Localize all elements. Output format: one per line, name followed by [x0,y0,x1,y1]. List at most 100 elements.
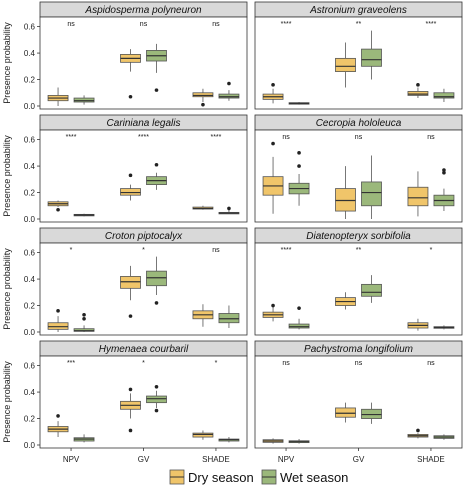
box-dry [192,88,214,107]
panel-frame [254,129,463,223]
outlier-point [271,83,275,87]
outlier-point [271,141,275,146]
significance-label: **** [138,134,149,141]
box-dry [192,205,214,210]
y-tick-label: 0.2 [24,415,36,424]
y-tick-label: 0.2 [24,76,36,85]
box-dry [407,428,429,439]
box-body [407,186,429,207]
y-tick-label: 0.2 [24,302,36,311]
outlier-point [271,303,275,308]
outlier-point [128,314,133,318]
box-wet [218,206,240,215]
significance-label: ns [212,247,220,254]
legend-label-wet: Wet season [280,470,348,485]
significance-label: ns [427,134,435,141]
box-wet [433,325,455,330]
box-body [146,395,167,404]
box-dry [120,265,141,318]
box-body [407,91,429,96]
significance-label: *** [67,360,75,367]
y-tick-label: 0.0 [24,441,36,450]
box-body [218,93,240,99]
box-wet [433,434,455,440]
box-body [288,323,310,329]
box-wet [73,213,95,217]
outlier-point [442,170,446,175]
y-tick-label: 0.4 [24,275,36,284]
panel-3: Cecropia hololeuca ns ns ns [254,114,463,223]
y-axis-label: Presence probability [2,135,12,217]
significance-label: * [430,247,433,254]
box-wet [146,384,167,413]
x-category-label: NPV [63,455,80,464]
y-tick-label: 0.6 [24,362,36,371]
y-axis-label: Presence probability [2,248,12,330]
outlier-point [416,83,420,87]
box-wet [288,439,310,444]
significance-label: ns [427,360,435,367]
x-category-label: NPV [278,455,295,464]
outlier-point [416,428,420,433]
panel-title: Croton piptocalyx [105,231,183,242]
box-body [192,92,214,98]
box-body [120,276,141,289]
legend: Dry season Wet season [169,469,348,485]
significance-label: **** [281,21,292,28]
panel-frame [39,16,248,110]
y-tick-label: 0.4 [24,162,36,171]
outlier-point [82,313,86,317]
panel-frame [39,129,248,223]
box-body [47,322,69,330]
box-dry [192,304,214,327]
significance-label: **** [425,21,436,28]
outlier-point [82,316,86,321]
box-dry [120,387,141,433]
outlier-point [128,428,133,433]
outlier-point [154,408,159,413]
box-wet [288,306,310,330]
panel-6: Hymenaea courbaril 0.0 0.2 0.4 0.6 *** NPV * GV *… [24,340,248,464]
box-dry [335,292,356,310]
panel-7: Pachystroma longifolium ns NPV ns GV ns SHADE [254,340,463,464]
box-wet [361,30,382,80]
outlier-point [128,94,133,99]
panel-0: Aspidosperma polyneuron 0.0 0.2 0.4 0.6 ns ns n… [24,1,248,111]
outlier-point [297,164,301,168]
outlier-point [442,168,446,172]
outlier-point [154,384,159,389]
box-dry [192,430,214,440]
box-wet [73,434,95,443]
significance-label: ns [67,21,75,28]
box-wet [218,81,240,101]
box-wet [361,275,382,303]
box-body [192,432,214,438]
box-wet [288,151,310,206]
significance-label: **** [210,134,221,141]
box-body [146,270,167,287]
box-wet [361,155,382,219]
box-dry [262,438,284,444]
outlier-point [154,162,159,167]
box-dry [335,402,356,423]
significance-label: ** [356,21,362,28]
y-tick-label: 0.6 [24,23,36,32]
box-wet [218,305,240,329]
legend-label-dry: Dry season [188,470,254,485]
panel-title: Hymenaea courbaril [99,344,189,355]
panel-frame [39,242,248,336]
box-dry [262,83,284,104]
significance-label: ns [140,21,148,28]
y-tick-label: 0.4 [24,49,36,58]
box-body [335,57,356,73]
significance-label: ns [355,360,363,367]
panel-title: Astronium graveolens [309,5,407,16]
box-dry [47,87,69,106]
box-dry [407,318,429,331]
box-dry [407,83,429,99]
box-dry [262,303,284,322]
outlier-point [154,301,159,305]
outlier-point [297,151,301,155]
panel-title: Diatenopteryx sorbifolia [306,231,411,242]
outlier-point [227,81,231,86]
